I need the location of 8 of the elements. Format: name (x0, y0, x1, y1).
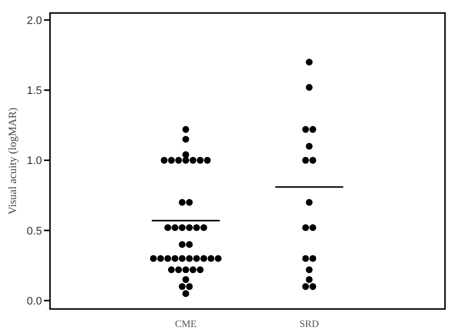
y-axis-title: Visual acuity (logMAR) (7, 107, 19, 214)
y-tick-label: 0.0 (26, 295, 42, 308)
x-tick-label: CME (174, 319, 197, 330)
y-tick-label: 1.5 (26, 85, 42, 98)
y-tick-label: 2.0 (26, 14, 42, 27)
x-tick-label: SRD (299, 319, 319, 330)
y-tick-label: 1.0 (26, 155, 42, 168)
y-tick-label: 0.5 (26, 225, 42, 238)
